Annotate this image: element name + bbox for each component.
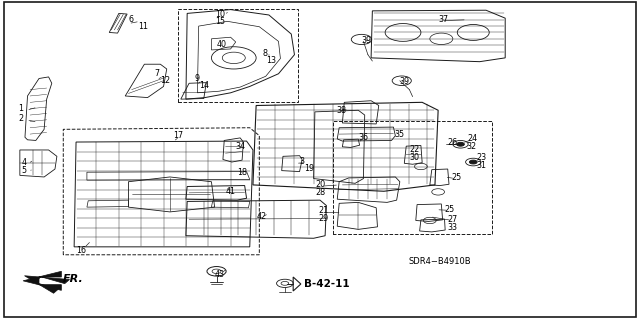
Text: 39: 39	[400, 77, 410, 86]
Text: 18: 18	[237, 168, 247, 177]
Text: 28: 28	[316, 188, 326, 197]
Text: 37: 37	[438, 15, 448, 24]
Text: 7: 7	[154, 69, 159, 78]
Text: 12: 12	[161, 76, 170, 85]
Polygon shape	[24, 276, 70, 293]
Text: FR.: FR.	[63, 274, 83, 284]
Text: 20: 20	[316, 181, 326, 189]
Text: 32: 32	[467, 142, 477, 151]
Text: 8: 8	[262, 48, 268, 58]
Text: 35: 35	[395, 130, 405, 138]
Text: 9: 9	[194, 74, 199, 83]
Text: 19: 19	[304, 164, 314, 173]
Text: 11: 11	[138, 22, 148, 31]
Text: 38: 38	[336, 106, 346, 115]
Text: 43: 43	[214, 270, 225, 279]
Text: 29: 29	[319, 214, 329, 223]
Polygon shape	[23, 271, 61, 290]
Text: SDR4−B4910B: SDR4−B4910B	[408, 257, 471, 266]
Text: 24: 24	[467, 134, 477, 143]
Text: 6: 6	[129, 15, 133, 24]
Text: 41: 41	[225, 187, 236, 196]
Text: 16: 16	[76, 246, 86, 255]
Text: 23: 23	[476, 153, 486, 162]
Circle shape	[469, 160, 477, 164]
Text: 17: 17	[173, 131, 183, 140]
Text: 30: 30	[410, 153, 419, 162]
Text: 39: 39	[362, 36, 372, 45]
Text: B-42-11: B-42-11	[304, 279, 349, 289]
Text: 25: 25	[445, 205, 455, 214]
Text: 31: 31	[476, 161, 486, 170]
Text: 34: 34	[236, 142, 246, 151]
Text: 42: 42	[256, 212, 266, 221]
Text: 13: 13	[266, 56, 276, 65]
Text: 10: 10	[215, 10, 225, 19]
Text: 26: 26	[448, 137, 458, 146]
Text: 2: 2	[19, 114, 24, 123]
Text: 36: 36	[358, 133, 368, 142]
Text: 14: 14	[198, 81, 209, 90]
Text: 21: 21	[319, 206, 329, 215]
Text: 33: 33	[448, 223, 458, 232]
Text: 4: 4	[22, 158, 27, 167]
Text: 27: 27	[448, 215, 458, 224]
Text: 1: 1	[19, 104, 24, 113]
Text: 15: 15	[215, 17, 225, 26]
Circle shape	[457, 142, 465, 146]
Text: 5: 5	[22, 166, 27, 175]
Text: 22: 22	[410, 145, 420, 154]
Text: 25: 25	[451, 173, 461, 182]
Text: 3: 3	[300, 157, 305, 166]
Text: 40: 40	[216, 40, 227, 49]
